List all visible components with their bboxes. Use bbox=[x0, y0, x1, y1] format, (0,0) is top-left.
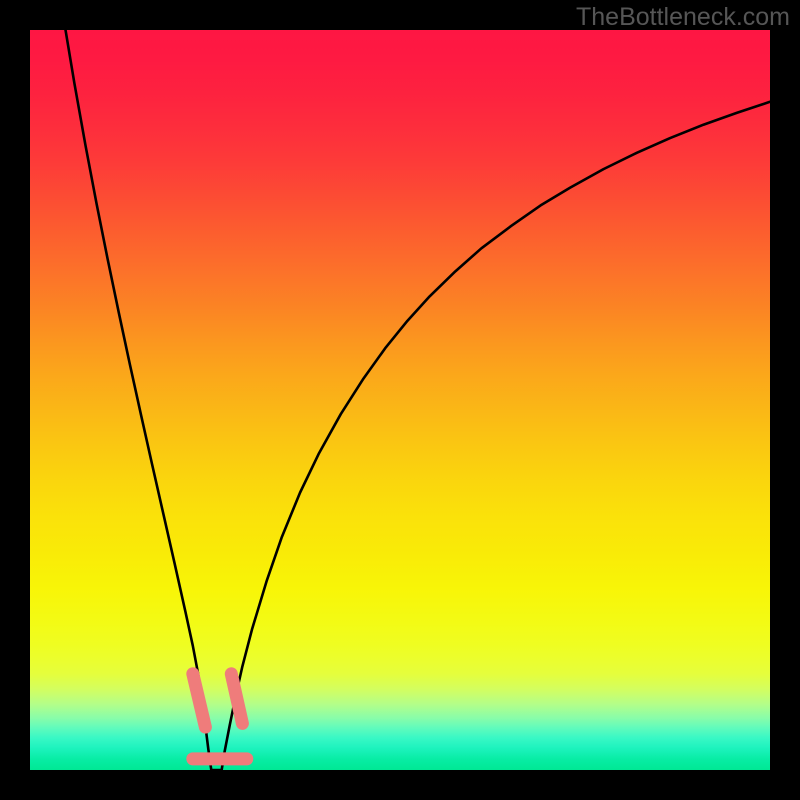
bottleneck-chart-svg bbox=[0, 0, 800, 800]
figure-frame: TheBottleneck.com bbox=[0, 0, 800, 800]
watermark-label: TheBottleneck.com bbox=[576, 3, 790, 32]
chart-background-gradient bbox=[30, 30, 770, 770]
